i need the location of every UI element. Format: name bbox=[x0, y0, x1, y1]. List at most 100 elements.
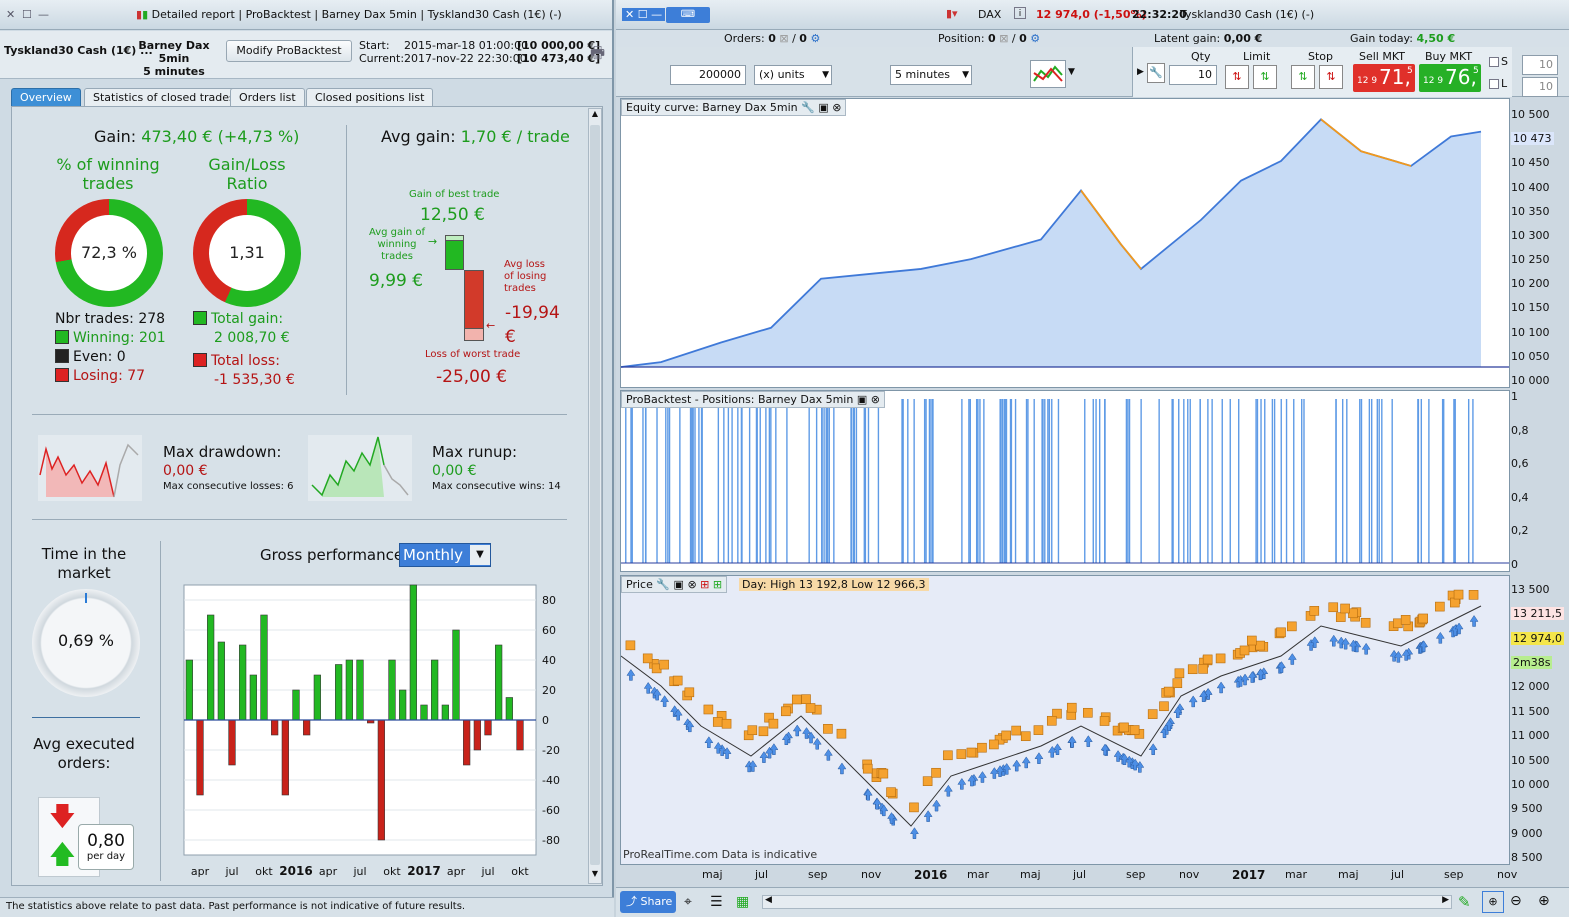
scroll-down-icon[interactable]: ▼ bbox=[591, 869, 599, 878]
sell-order-marker bbox=[1309, 606, 1320, 616]
stop-distance-input[interactable]: 10 bbox=[1522, 55, 1558, 75]
zoom-select-icon[interactable]: ⊕ bbox=[1482, 891, 1504, 913]
draw-tool-icon[interactable]: ✎ bbox=[1458, 893, 1471, 911]
even-legend-icon bbox=[55, 349, 69, 363]
runup-sparkline bbox=[308, 435, 412, 501]
x-tick-label: jul bbox=[224, 865, 238, 878]
stop-sell-button[interactable]: ⇅ bbox=[1319, 65, 1343, 89]
axis-tick-label: 10 500 bbox=[1511, 753, 1550, 767]
indicator-chevron-icon[interactable]: ▼ bbox=[1068, 67, 1075, 77]
bar bbox=[356, 659, 364, 721]
buy-order-marker bbox=[626, 668, 636, 681]
sell-order-marker bbox=[862, 763, 873, 774]
buy-order-marker bbox=[1341, 637, 1351, 650]
info-icon[interactable]: i bbox=[1014, 7, 1026, 19]
horizontal-scrollbar[interactable]: ◀ ▶ bbox=[762, 895, 1452, 909]
axis-tick-label: 12 974,0 bbox=[1511, 631, 1564, 645]
scroll-right-icon[interactable]: ▶ bbox=[1442, 895, 1449, 905]
modify-probacktest-button[interactable]: Modify ProBacktest bbox=[226, 40, 352, 62]
total-loss-label: Total loss: bbox=[211, 353, 280, 369]
print-icon[interactable]: 🖶 bbox=[590, 43, 606, 62]
sell-market-button[interactable]: 12 9 71, 5 bbox=[1353, 64, 1415, 92]
scroll-up-icon[interactable]: ▲ bbox=[591, 109, 599, 118]
price-pane[interactable]: Price 🔧 ▣ ⊗ ⊞ ⊞ Day: High 13 192,8 Low 1… bbox=[620, 575, 1510, 865]
order-ticket: ▶ 🔧 Qty 10 Limit ⇅ ⇅ Stop ⇅ ⇅ Sell MKT 1… bbox=[1132, 47, 1512, 97]
sell-marker-icon[interactable]: ⊞ bbox=[700, 578, 710, 591]
start-value: [10 000,00 €] bbox=[517, 39, 601, 52]
stop-buy-button[interactable]: ⇅ bbox=[1291, 65, 1315, 89]
scroll-left-icon[interactable]: ◀ bbox=[765, 895, 772, 905]
close-chart-icon[interactable]: ✕ ☐ — bbox=[622, 8, 666, 21]
gear-icon[interactable]: ⚙ bbox=[810, 32, 821, 45]
chevron-down-icon[interactable]: ▼ bbox=[470, 545, 490, 565]
sell-order-marker bbox=[966, 747, 977, 758]
position-gear-icon[interactable]: ⚙ bbox=[1030, 32, 1041, 45]
equity-curve-pane[interactable]: Equity curve: Barney Dax 5min 🔧 ▣ ⊗ bbox=[620, 98, 1510, 388]
period-select[interactable]: Monthly ▼ bbox=[399, 543, 491, 567]
winning-title: % of winning trades bbox=[56, 155, 160, 193]
minimize-window-icon[interactable]: — bbox=[38, 8, 49, 21]
vertical-scrollbar[interactable]: ▲ ▼ bbox=[588, 108, 602, 884]
positions-pane[interactable]: ProBacktest - Positions: Barney Dax 5min… bbox=[620, 390, 1510, 572]
limit-distance-input[interactable]: 10 bbox=[1522, 77, 1558, 97]
equity-maximize-icon[interactable]: ▣ bbox=[818, 101, 829, 114]
qty-label: Qty bbox=[1191, 50, 1211, 63]
buy-order-marker bbox=[748, 760, 758, 772]
keyboard-icon[interactable]: ⌨ bbox=[666, 7, 710, 23]
share-button[interactable]: ⤴ Share bbox=[620, 891, 676, 913]
indicator-icon[interactable] bbox=[1030, 60, 1066, 88]
units-select[interactable]: (x) units ▼ bbox=[754, 65, 832, 85]
best-trade-label: Gain of best trade bbox=[409, 189, 500, 200]
equity-settings-icon[interactable]: 🔧 bbox=[801, 101, 815, 114]
scroll-thumb[interactable] bbox=[590, 125, 600, 865]
hr-1 bbox=[32, 414, 567, 415]
equity-drawdown-segment bbox=[1120, 243, 1142, 270]
buy-order-marker bbox=[792, 724, 802, 737]
list-icon[interactable]: ☰ bbox=[710, 894, 723, 910]
cursor-icon[interactable]: ⌖ bbox=[684, 894, 692, 910]
interval-chevron-icon[interactable]: ▼ bbox=[962, 70, 969, 80]
positions-close-icon[interactable]: ⊗ bbox=[870, 393, 880, 406]
tab-statistics[interactable]: Statistics of closed trades bbox=[84, 88, 244, 107]
zoom-in-icon[interactable]: ⊕ bbox=[1538, 893, 1550, 909]
buy-market-button[interactable]: 12 9 76, 5 bbox=[1419, 64, 1481, 92]
table-icon[interactable]: ▦ bbox=[736, 894, 750, 910]
wrench-icon[interactable]: 🔧 bbox=[1147, 63, 1165, 83]
interval-select[interactable]: 5 minutes ▼ bbox=[890, 65, 972, 85]
x-axis-label: maj bbox=[1020, 868, 1041, 881]
sell-order-marker bbox=[684, 687, 695, 698]
axis-tick-label: 2m38s bbox=[1511, 656, 1553, 670]
equity-drawdown-segment bbox=[1360, 150, 1412, 167]
collapse-icon[interactable]: ▶ bbox=[1137, 67, 1144, 77]
x-axis-label: nov bbox=[861, 868, 882, 881]
equity-close-icon[interactable]: ⊗ bbox=[832, 101, 842, 114]
system-timeframe: 5 minutes bbox=[143, 65, 205, 78]
limit-buy-button[interactable]: ⇅ bbox=[1253, 65, 1277, 89]
zoom-out-icon[interactable]: ⊖ bbox=[1510, 893, 1522, 909]
restore-window-icon[interactable]: ☐ bbox=[22, 8, 32, 21]
price-maximize-icon[interactable]: ▣ bbox=[673, 578, 684, 591]
axis-tick-label: 10 350 bbox=[1511, 204, 1550, 218]
positions-maximize-icon[interactable]: ▣ bbox=[856, 393, 868, 406]
buy-order-marker bbox=[673, 708, 683, 721]
buy-marker-icon[interactable]: ⊞ bbox=[712, 578, 723, 591]
stop-checkbox[interactable] bbox=[1489, 57, 1499, 67]
limit-checkbox[interactable] bbox=[1489, 79, 1499, 89]
buy-order-marker bbox=[1216, 681, 1226, 694]
price-settings-icon[interactable]: 🔧 bbox=[656, 578, 671, 591]
tab-overview[interactable]: Overview bbox=[11, 88, 81, 107]
tab-orders-list[interactable]: Orders list bbox=[230, 88, 305, 107]
clock-time: 22:32:20 bbox=[1132, 8, 1187, 21]
instrument-name[interactable]: DAX bbox=[978, 8, 1002, 21]
units-chevron-icon[interactable]: ▼ bbox=[822, 70, 829, 80]
order-qty-input[interactable]: 10 bbox=[1169, 65, 1217, 85]
time-market-value: 0,69 % bbox=[58, 631, 114, 650]
limit-sell-button[interactable]: ⇅ bbox=[1225, 65, 1249, 89]
buy-order-marker bbox=[704, 736, 714, 748]
buy-order-marker bbox=[1012, 759, 1022, 772]
close-window-icon[interactable]: ✕ bbox=[6, 8, 16, 21]
tab-closed-positions[interactable]: Closed positions list bbox=[306, 88, 434, 107]
price-close-icon[interactable]: ⊗ bbox=[687, 578, 697, 591]
quantity-input[interactable]: 200000 bbox=[670, 65, 746, 85]
sell-order-marker bbox=[1119, 722, 1129, 733]
